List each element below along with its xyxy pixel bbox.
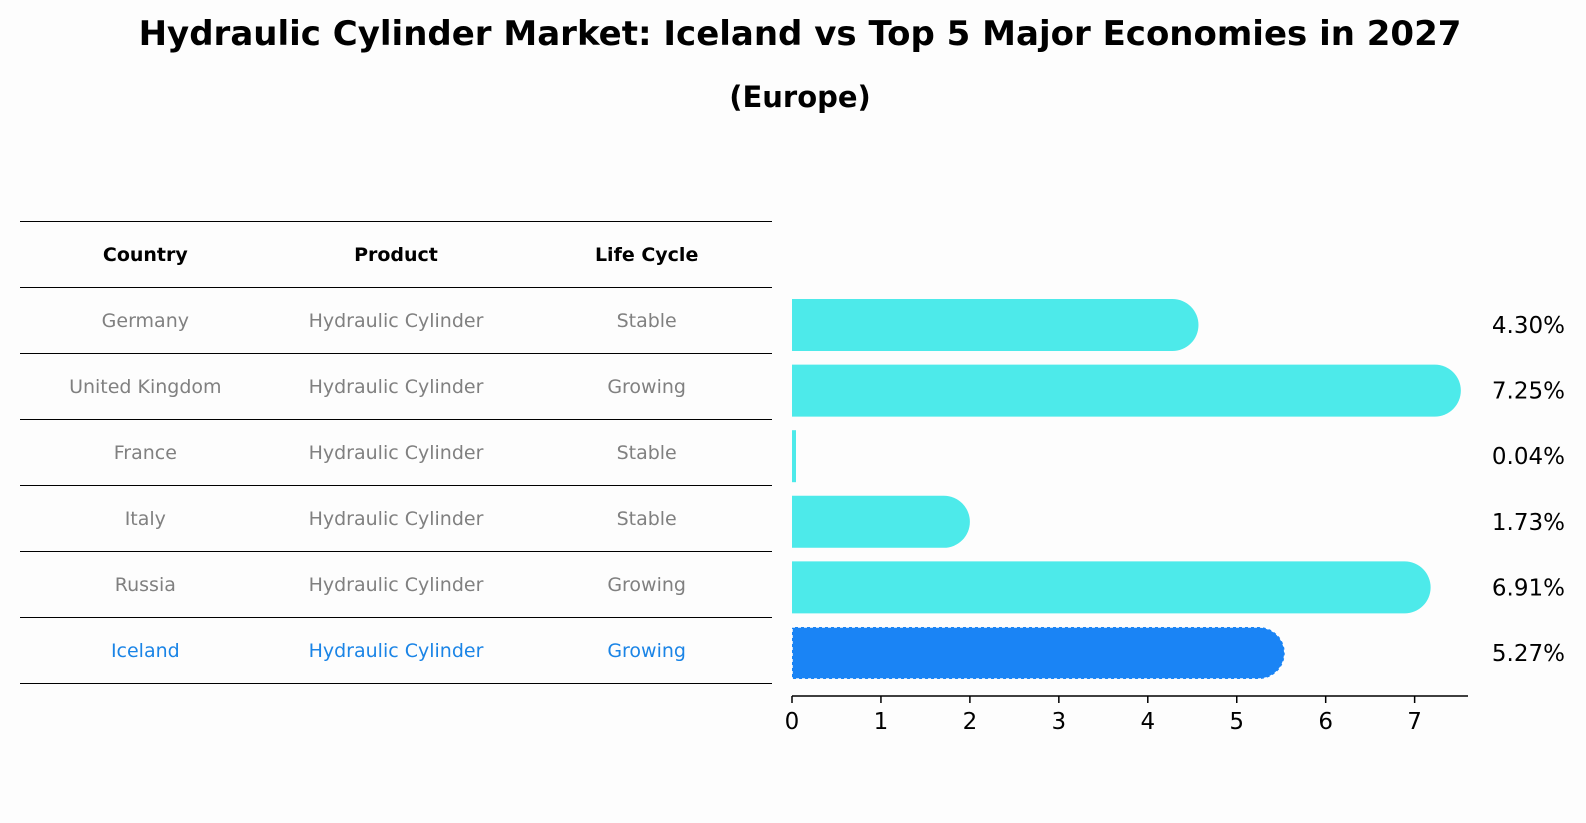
bar-united-kingdom [792,364,1461,417]
country-cell: United Kingdom [20,353,271,420]
life-cycle-cell: Stable [521,419,772,486]
life-cycle-cell: Stable [521,287,772,354]
x-tick-label: 3 [1052,709,1067,735]
table-row: Russia Hydraulic Cylinder Growing [20,551,772,618]
bar-france [792,430,796,483]
product-cell: Hydraulic Cylinder [270,419,522,486]
country-cell: France [20,419,271,486]
country-cell: Germany [20,287,271,354]
product-cell: Hydraulic Cylinder [270,353,522,420]
x-tick-label: 7 [1407,709,1422,735]
x-tick-label: 1 [874,709,889,735]
x-tick-label: 2 [963,709,978,735]
bar-italy [792,495,970,548]
bar-germany [792,299,1199,351]
bar-iceland [791,626,1286,680]
chart-title: Hydraulic Cylinder Market: Iceland vs To… [138,14,1462,54]
x-tick-label: 6 [1318,709,1333,735]
bar-value-label: 0.04% [1492,444,1565,470]
product-cell: Hydraulic Cylinder [270,485,522,552]
x-tick-label: 5 [1229,709,1244,735]
bar-value-label: 6.91% [1492,575,1565,601]
column-header-country: Country [20,221,271,288]
country-cell: Russia [20,551,271,618]
bar-value-label: 4.30% [1492,313,1565,339]
bar-value-label: 5.27% [1492,641,1565,667]
product-cell: Hydraulic Cylinder [270,617,522,684]
data-table: Country Product Life Cycle Germany Hydra… [20,221,772,684]
bar-russia [792,561,1431,614]
life-cycle-cell: Growing [521,353,772,420]
x-tick-label: 4 [1140,709,1155,735]
bar-value-label: 1.73% [1492,510,1565,536]
country-cell: Italy [20,485,271,552]
table-row: Italy Hydraulic Cylinder Stable [20,485,772,552]
table-row-highlight: Iceland Hydraulic Cylinder Growing [20,617,772,684]
country-cell: Iceland [20,617,271,684]
life-cycle-cell: Growing [521,551,772,618]
column-header-product: Product [270,221,522,288]
life-cycle-cell: Stable [521,485,772,552]
x-tick-label: 0 [785,709,800,735]
life-cycle-cell: Growing [521,617,772,684]
table-row: Germany Hydraulic Cylinder Stable [20,287,772,354]
table-row: France Hydraulic Cylinder Stable [20,419,772,486]
product-cell: Hydraulic Cylinder [270,287,522,354]
table-row: United Kingdom Hydraulic Cylinder Growin… [20,353,772,420]
column-header-life-cycle: Life Cycle [521,221,772,288]
bar-value-label: 7.25% [1492,379,1565,405]
chart-subtitle: (Europe) [729,80,871,114]
table-header-row: Country Product Life Cycle [20,221,772,288]
